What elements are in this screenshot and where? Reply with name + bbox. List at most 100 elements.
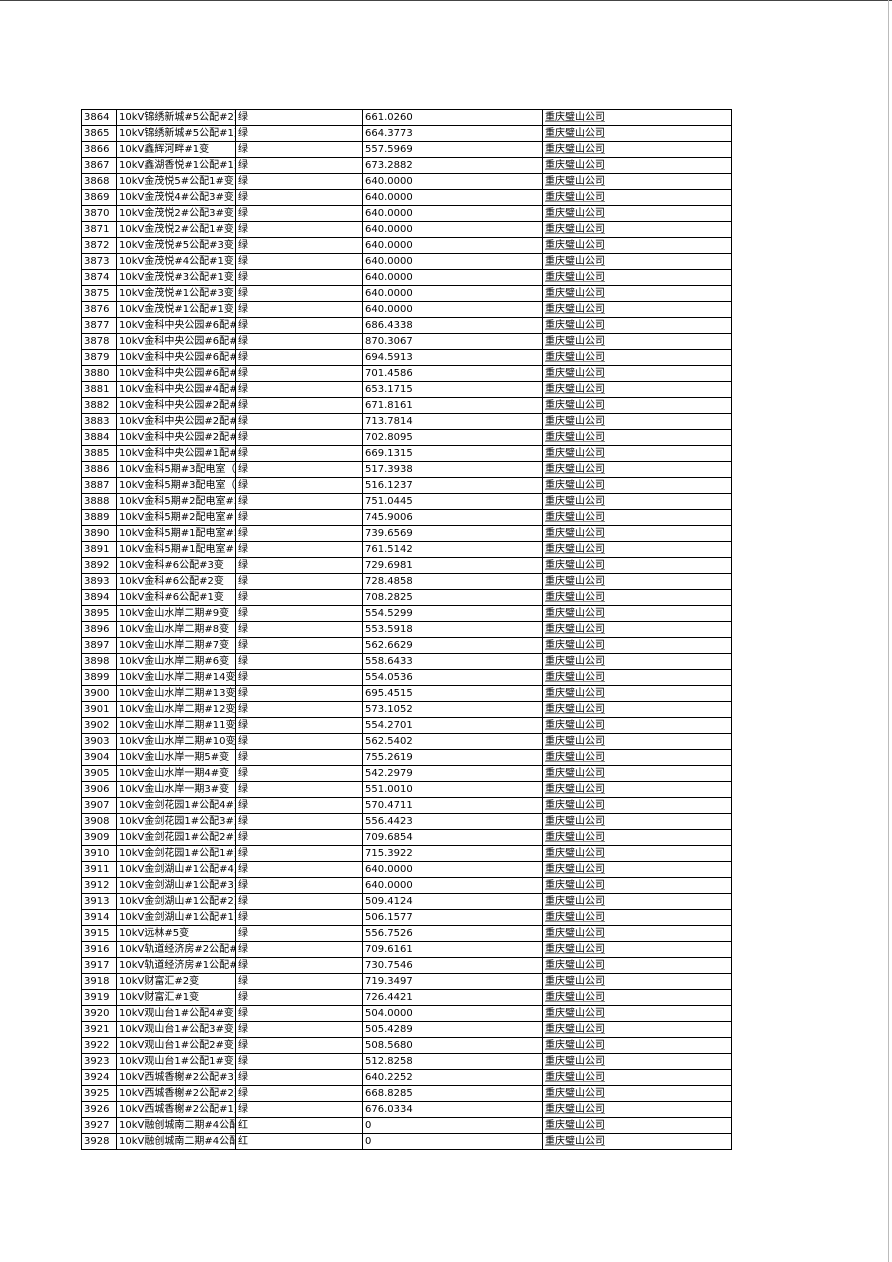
status-cell: 绿 — [235, 749, 363, 766]
company-cell: 重庆璧山公司 — [542, 813, 732, 830]
table-row: 3894 10kV金科#6公配#1变绿 708.2825 重庆璧山公司 — [81, 589, 732, 606]
company-cell: 重庆璧山公司 — [542, 941, 732, 958]
transformer-name-cell: 10kV金科5期#1配电室#1 — [116, 541, 236, 558]
transformer-name-cell: 10kV金科中央公园#1配# — [116, 445, 236, 462]
row-id-cell: 3883 — [81, 413, 117, 430]
status-cell: 绿 — [235, 701, 363, 718]
transformer-name-cell: 10kV金山水岸二期#12变 — [116, 701, 236, 718]
company-cell: 重庆璧山公司 — [542, 541, 732, 558]
transformer-name-cell: 10kV金茂悦#3公配#1变 — [116, 269, 236, 286]
row-id-cell: 3880 — [81, 365, 117, 382]
row-id-cell: 3868 — [81, 173, 117, 190]
company-cell: 重庆璧山公司 — [542, 845, 732, 862]
table-row: 3898 10kV金山水岸二期#6变绿 558.6433 重庆璧山公司 — [81, 653, 732, 670]
value-cell: 640.0000 — [362, 253, 543, 270]
value-cell: 664.3773 — [362, 125, 543, 142]
status-cell: 绿 — [235, 365, 363, 382]
company-cell: 重庆璧山公司 — [542, 877, 732, 894]
value-cell: 640.0000 — [362, 861, 543, 878]
status-cell: 绿 — [235, 157, 363, 174]
table-row: 3897 10kV金山水岸二期#7变绿 562.6629 重庆璧山公司 — [81, 637, 732, 654]
status-cell: 绿 — [235, 1053, 363, 1070]
transformer-name-cell: 10kV金山水岸二期#7变 — [116, 637, 236, 654]
value-cell: 640.0000 — [362, 205, 543, 222]
value-cell: 729.6981 — [362, 557, 543, 574]
status-cell: 绿 — [235, 429, 363, 446]
row-id-cell: 3873 — [81, 253, 117, 270]
transformer-name-cell: 10kV金山水岸二期#10变 — [116, 733, 236, 750]
value-cell: 640.0000 — [362, 301, 543, 318]
table-row: 3893 10kV金科#6公配#2变绿 728.4858 重庆璧山公司 — [81, 573, 732, 590]
table-row: 3871 10kV金茂悦2#公配1#变绿 640.0000 重庆璧山公司 — [81, 221, 732, 238]
row-id-cell: 3870 — [81, 205, 117, 222]
transformer-name-cell: 10kV锦绣新城#5公配#1变 — [116, 125, 236, 142]
status-cell: 绿 — [235, 653, 363, 670]
value-cell: 508.5680 — [362, 1037, 543, 1054]
company-cell: 重庆璧山公司 — [542, 365, 732, 382]
table-row: 3908 10kV金剑花园1#公配3#变绿 556.4423 重庆璧山公司 — [81, 813, 732, 830]
row-id-cell: 3919 — [81, 989, 117, 1006]
row-id-cell: 3886 — [81, 461, 117, 478]
row-id-cell: 3925 — [81, 1085, 117, 1102]
value-cell: 701.4586 — [362, 365, 543, 382]
row-id-cell: 3923 — [81, 1053, 117, 1070]
value-cell: 715.3922 — [362, 845, 543, 862]
status-cell: 绿 — [235, 557, 363, 574]
row-id-cell: 3920 — [81, 1005, 117, 1022]
transformer-name-cell: 10kV鑫湖香悦#1公配#1变 — [116, 157, 236, 174]
value-cell: 702.8095 — [362, 429, 543, 446]
table-row: 3917 10kV轨道经济房#1公配# 绿 730.7546 重庆璧山公司 — [81, 957, 732, 974]
transformer-name-cell: 10kV金茂悦#1公配#1变 — [116, 301, 236, 318]
row-id-cell: 3893 — [81, 573, 117, 590]
status-cell: 绿 — [235, 813, 363, 830]
company-cell: 重庆璧山公司 — [542, 1101, 732, 1118]
status-cell: 绿 — [235, 461, 363, 478]
status-cell: 绿 — [235, 237, 363, 254]
value-cell: 516.1237 — [362, 477, 543, 494]
page-top-border — [0, 0, 892, 1]
transformer-name-cell: 10kV金科中央公园#2配# — [116, 397, 236, 414]
transformer-name-cell: 10kV西城香榭#2公配#2变 — [116, 1085, 236, 1102]
status-cell: 绿 — [235, 141, 363, 158]
row-id-cell: 3903 — [81, 733, 117, 750]
company-cell: 重庆璧山公司 — [542, 301, 732, 318]
company-cell: 重庆璧山公司 — [542, 1133, 732, 1150]
status-cell: 绿 — [235, 621, 363, 638]
status-cell: 绿 — [235, 1037, 363, 1054]
value-cell: 668.8285 — [362, 1085, 543, 1102]
company-cell: 重庆璧山公司 — [542, 221, 732, 238]
transformer-name-cell: 10kV金茂悦2#公配1#变 — [116, 221, 236, 238]
status-cell: 绿 — [235, 285, 363, 302]
transformer-name-cell: 10kV财富汇#2变 — [116, 973, 236, 990]
value-cell: 640.0000 — [362, 269, 543, 286]
row-id-cell: 3902 — [81, 717, 117, 734]
status-cell: 绿 — [235, 173, 363, 190]
row-id-cell: 3904 — [81, 749, 117, 766]
transformer-name-cell: 10kV财富汇#1变 — [116, 989, 236, 1006]
value-cell: 694.5913 — [362, 349, 543, 366]
row-id-cell: 3867 — [81, 157, 117, 174]
table-row: 3878 10kV金科中央公园#6配# 绿 870.3067 重庆璧山公司 — [81, 333, 732, 350]
table-row: 3880 10kV金科中央公园#6配# 绿 701.4586 重庆璧山公司 — [81, 365, 732, 382]
table-row: 3865 10kV锦绣新城#5公配#1变绿 664.3773 重庆璧山公司 — [81, 125, 732, 142]
company-cell: 重庆璧山公司 — [542, 269, 732, 286]
status-cell: 绿 — [235, 205, 363, 222]
table-row: 3914 10kV金剑湖山#1公配#1变绿 506.1577 重庆璧山公司 — [81, 909, 732, 926]
row-id-cell: 3885 — [81, 445, 117, 462]
row-id-cell: 3907 — [81, 797, 117, 814]
status-cell: 绿 — [235, 589, 363, 606]
row-id-cell: 3864 — [81, 109, 117, 126]
value-cell: 719.3497 — [362, 973, 543, 990]
transformer-name-cell: 10kV金山水岸二期#8变 — [116, 621, 236, 638]
status-cell: 绿 — [235, 413, 363, 430]
table-row: 3918 10kV财富汇#2变绿 719.3497 重庆璧山公司 — [81, 973, 732, 990]
row-id-cell: 3917 — [81, 957, 117, 974]
row-id-cell: 3877 — [81, 317, 117, 334]
status-cell: 绿 — [235, 605, 363, 622]
transformer-name-cell: 10kV金剑湖山#1公配#1变 — [116, 909, 236, 926]
table-row: 3927 10kV融创城南二期#4公配红 0 重庆璧山公司 — [81, 1117, 732, 1134]
table-row: 3916 10kV轨道经济房#2公配# 绿 709.6161 重庆璧山公司 — [81, 941, 732, 958]
transformer-name-cell: 10kV观山台1#公配3#变 — [116, 1021, 236, 1038]
transformer-name-cell: 10kV金山水岸二期#6变 — [116, 653, 236, 670]
transformer-name-cell: 10kV金剑花园1#公配1#变 — [116, 845, 236, 862]
